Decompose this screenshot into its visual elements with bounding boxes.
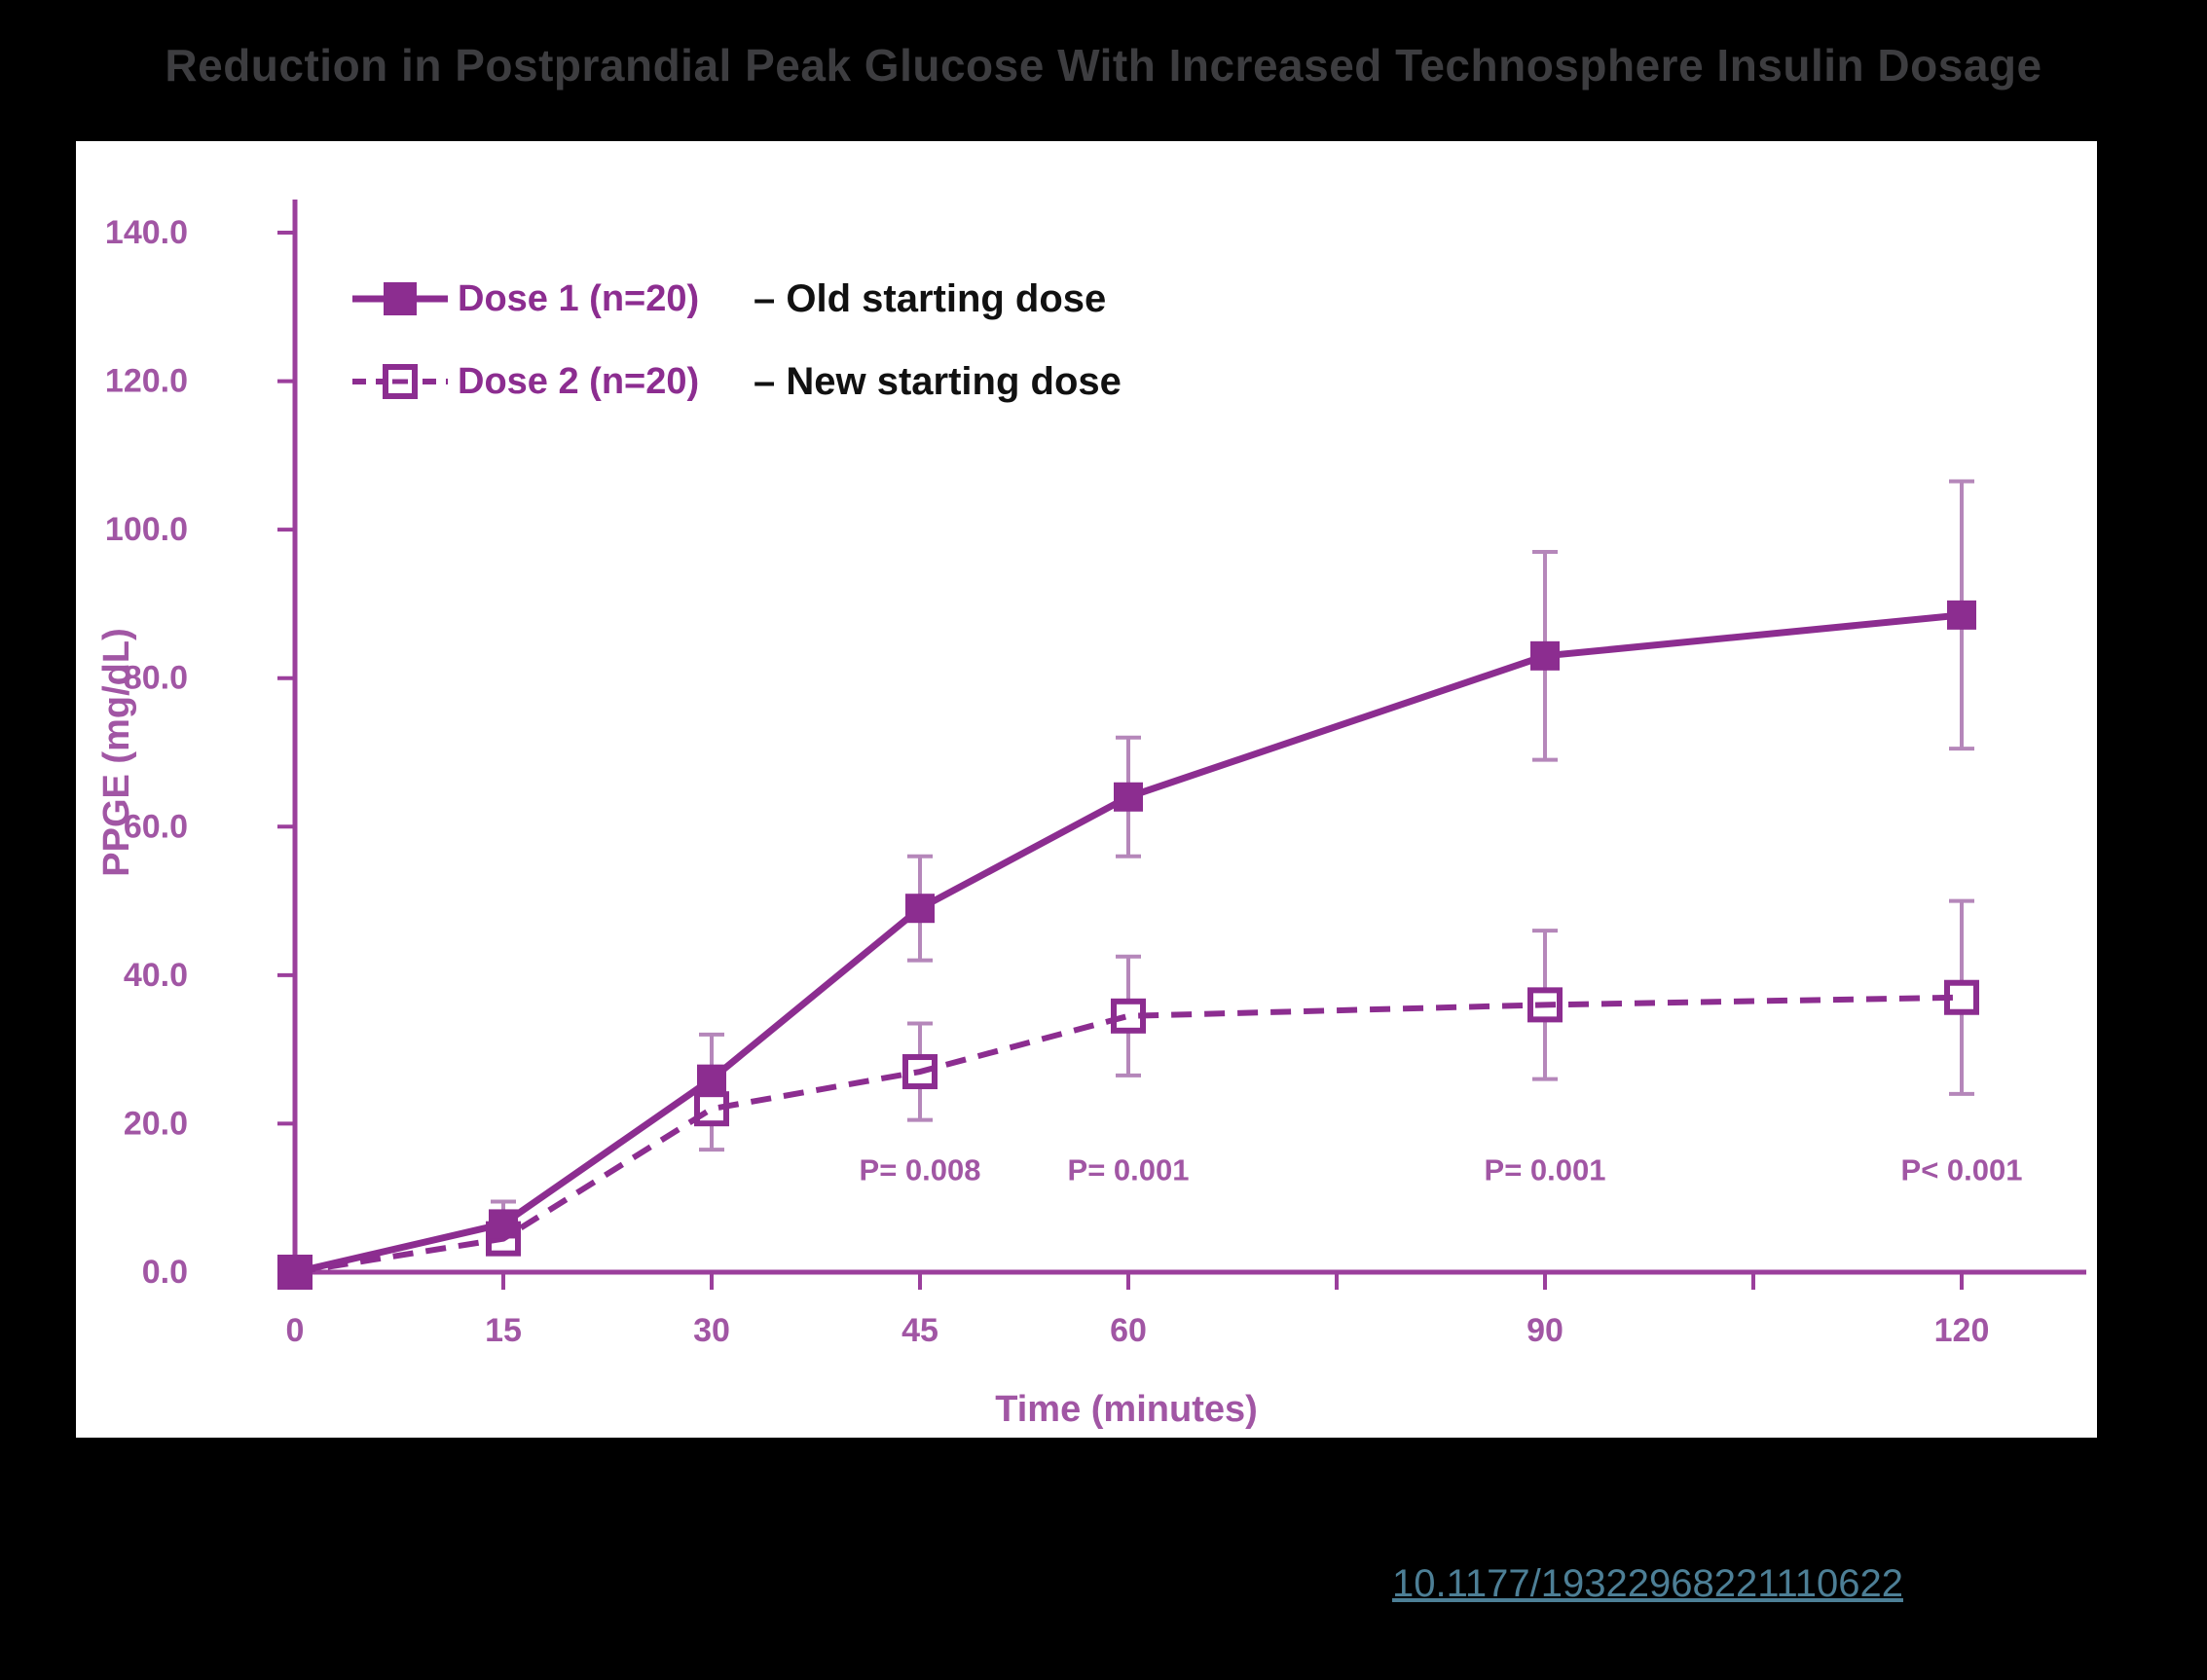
y-tick-label: 60.0 (124, 808, 188, 845)
legend-annotation: – Old starting dose (754, 277, 1106, 320)
p-value-label: P= 0.001 (1068, 1153, 1190, 1187)
x-tick-label: 90 (1527, 1312, 1563, 1349)
marker-dose-1-filled-square (489, 1209, 519, 1239)
y-tick-label: 100.0 (105, 511, 188, 548)
y-tick-label: 120.0 (105, 363, 188, 400)
y-tick-label: 0.0 (142, 1254, 188, 1291)
x-tick-label: 0 (286, 1312, 305, 1349)
x-tick-label: 60 (1110, 1312, 1147, 1349)
x-tick-label: 45 (901, 1312, 938, 1349)
marker-dose-1-filled-square (1530, 640, 1561, 671)
x-tick-label: 30 (693, 1312, 730, 1349)
legend-marker-open-square (383, 364, 418, 399)
x-axis-title: Time (minutes) (995, 1389, 1258, 1430)
p-value-label: P< 0.001 (1901, 1153, 2023, 1187)
legend-annotation: – New starting dose (754, 360, 1122, 403)
y-tick-label: 140.0 (105, 214, 188, 251)
x-tick-label: 15 (485, 1312, 522, 1349)
y-tick-label: 80.0 (124, 660, 188, 697)
line-chart: 0.0 20.0 40.0 60.0 80.0 100.0 120.0 140.0 0 15 30 4… (96, 200, 2086, 1430)
y-axis-title: PPGE (mg/dL) (96, 628, 137, 876)
series-line-dose-2 (294, 994, 1963, 1275)
legend-series-name: Dose 1 (n=20) (458, 278, 699, 319)
x-tick-label: 120 (1934, 1312, 1990, 1349)
marker-dose-1-filled-square (697, 1064, 727, 1094)
marker-dose-1-filled-square (280, 1258, 310, 1287)
doi-link[interactable]: 10.1177/19322968221110622 (1392, 1562, 1903, 1605)
legend-marker-filled-square (384, 282, 417, 315)
p-value-label: P= 0.008 (860, 1153, 981, 1187)
p-value-label: P= 0.001 (1485, 1153, 1606, 1187)
y-tick-label: 40.0 (124, 957, 188, 994)
y-tick-label: 20.0 (124, 1105, 188, 1142)
marker-dose-1-filled-square (905, 894, 936, 924)
slide-title: Reduction in Postprandial Peak Glucose W… (165, 40, 2042, 91)
legend-series-name: Dose 2 (n=20) (458, 361, 699, 402)
marker-dose-1-filled-square (1114, 782, 1144, 812)
chart-panel: 0.0 20.0 40.0 60.0 80.0 100.0 120.0 140.0 0 15 30 4… (76, 141, 2097, 1438)
marker-dose-1-filled-square (1947, 600, 1977, 630)
